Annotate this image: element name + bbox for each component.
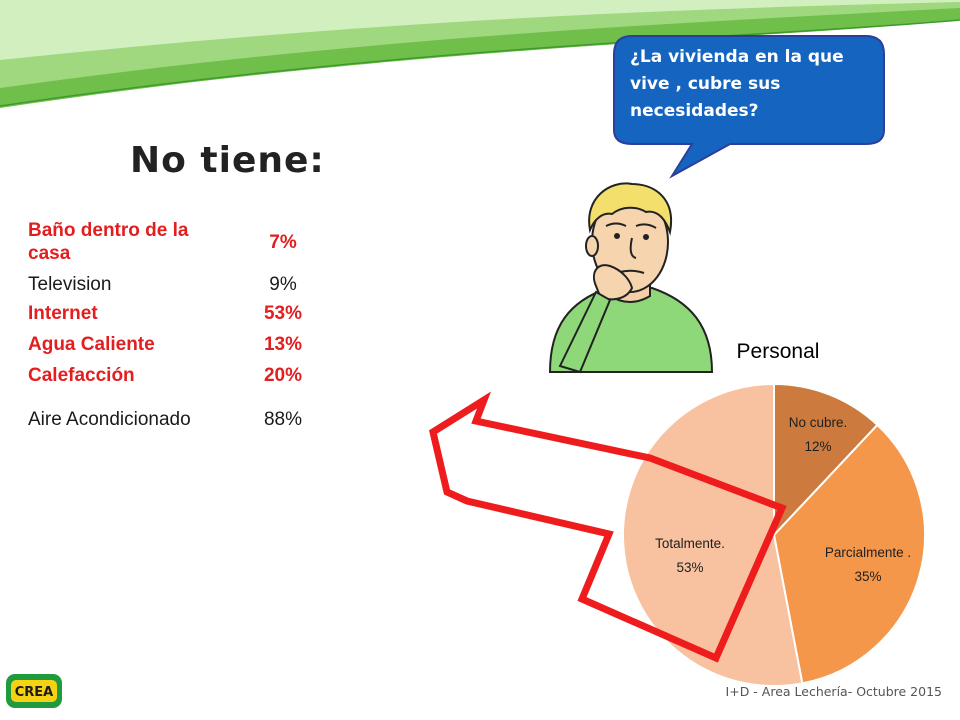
- ear-left: [585, 235, 599, 257]
- item-value: 20%: [263, 365, 303, 386]
- arm: [558, 290, 612, 374]
- item-row: Calefacción 20%: [28, 360, 348, 391]
- item-row: Internet 53%: [28, 298, 348, 329]
- thinking-person-illustration: [548, 182, 714, 374]
- pie-slice: [772, 423, 926, 685]
- item-label: Baño dentro de la casa: [28, 220, 189, 264]
- item-label: Television: [28, 273, 112, 295]
- speech-bubble-shape: [613, 35, 885, 179]
- header-banner: [0, 0, 960, 108]
- slice-label: Totalmente.: [655, 536, 725, 551]
- item-value: 13%: [263, 334, 303, 355]
- item-label: Aire Acondicionado: [28, 408, 191, 430]
- item-label: Internet: [28, 303, 98, 324]
- eye-right: [643, 234, 649, 240]
- banner-swoosh-light: [0, 0, 960, 60]
- slice-label: Parcialmente .: [825, 545, 911, 560]
- item-row: Television 9%: [28, 270, 348, 298]
- eye-left: [614, 233, 620, 239]
- item-row: Baño dentro de la casa 7%: [28, 214, 348, 270]
- slice-value-label: 12%: [804, 439, 831, 454]
- hand: [592, 264, 634, 301]
- item-value: 7%: [269, 231, 297, 253]
- item-row: Agua Caliente 13%: [28, 329, 348, 360]
- brow-left: [605, 222, 627, 227]
- item-label: Calefacción: [28, 365, 135, 386]
- slice-label: No cubre.: [789, 415, 848, 430]
- pie-slice: [773, 382, 879, 538]
- footer-text: I+D - Area Lechería- Octubre 2015: [725, 684, 942, 699]
- slide-heading: No tiene:: [130, 140, 325, 181]
- missing-items-table: Baño dentro de la casa 7% Television 9% …: [28, 214, 348, 447]
- chart-title: Personal: [736, 340, 820, 363]
- survey-question: ¿La vivienda en la que vive , cubre sus …: [630, 47, 844, 121]
- slice-value-label: 53%: [676, 560, 703, 575]
- crea-logo-lettering: CREA: [15, 685, 54, 699]
- item-value: 9%: [269, 273, 297, 295]
- nose: [629, 237, 637, 259]
- hair: [588, 182, 673, 236]
- item-value: 53%: [263, 303, 303, 324]
- item-value: 88%: [263, 408, 303, 430]
- item-row: Aire Acondicionado 88%: [28, 391, 348, 447]
- slice-value-label: 35%: [854, 569, 881, 584]
- banner-line: [0, 19, 960, 107]
- crea-logo-plate: CREA: [11, 680, 57, 702]
- brow-right: [635, 223, 657, 229]
- crea-logo: CREA: [6, 674, 62, 708]
- svg-text:CREA: CREA: [15, 685, 54, 699]
- item-label: Agua Caliente: [28, 334, 155, 355]
- speech-bubble: [613, 35, 885, 179]
